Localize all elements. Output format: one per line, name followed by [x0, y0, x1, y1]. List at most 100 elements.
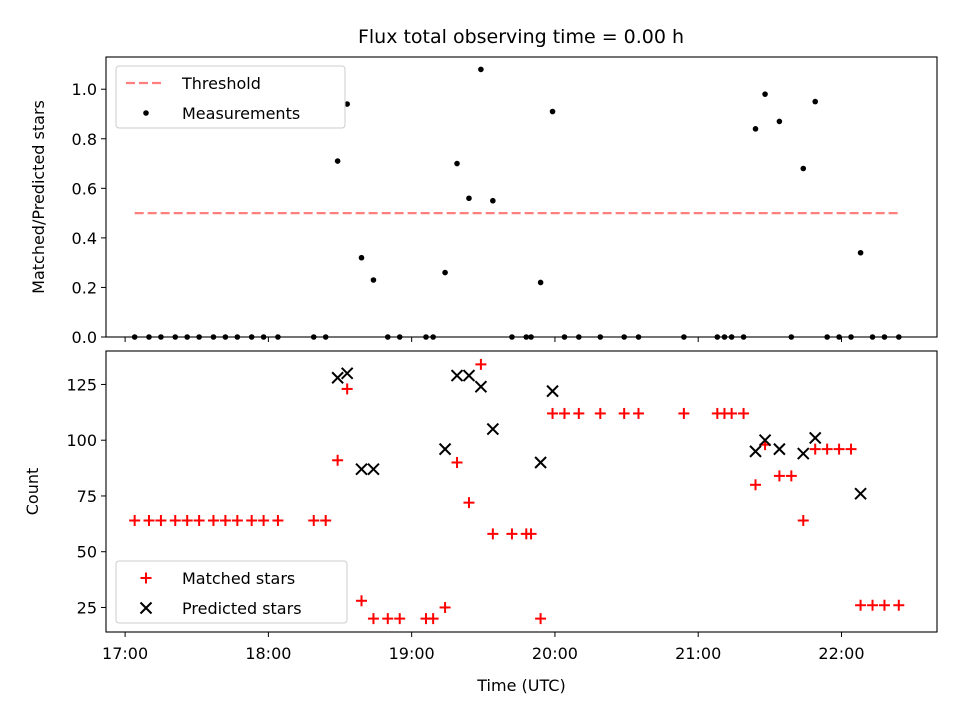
matched-star-point [809, 443, 821, 455]
matched-star-point [394, 613, 406, 625]
measurement-point [714, 334, 721, 340]
matched-star-point [487, 528, 499, 540]
matched-star-point [332, 454, 344, 466]
measurement-point [490, 197, 496, 204]
y-tick-label: 25 [77, 598, 97, 617]
matched-star-point [367, 613, 379, 625]
measurement-point [528, 334, 534, 340]
axes-frame [105, 56, 938, 338]
measurement-point [635, 334, 642, 340]
matched-star-point [618, 407, 630, 419]
legend-label: Measurements [182, 104, 300, 123]
matched-star-point [573, 407, 585, 419]
predicted-star-point [474, 380, 488, 393]
legend-swatch [139, 601, 153, 615]
measurement-point [857, 249, 864, 256]
matched-star-point [341, 383, 353, 395]
measurement-point [776, 118, 783, 125]
predicted-star-point [809, 431, 822, 445]
predicted-star-point [546, 384, 559, 398]
measurement-point [478, 66, 484, 73]
matched-star-point [356, 595, 368, 607]
measurement-point [423, 334, 429, 340]
matched-star-point [878, 599, 890, 611]
count-panel: 25 50 75 100 125 17:00 18:00 19:00 20:00 21:00 22:… [23, 350, 938, 695]
matched-star-point [219, 514, 231, 526]
matched-star-point [726, 407, 738, 419]
measurement-point [358, 254, 365, 261]
measurement-point [334, 158, 341, 164]
axes-frame [105, 350, 938, 633]
measurement-point [895, 334, 902, 340]
measurement-point [131, 334, 138, 340]
measurement-point [721, 334, 728, 340]
measurement-point [788, 334, 795, 340]
measurement-point [172, 334, 179, 340]
matched-star-point [451, 457, 463, 469]
y-tick-label: 75 [77, 487, 97, 506]
x-tick-label: 20:00 [532, 644, 578, 663]
matched-star-point [893, 599, 905, 611]
predicted-star-point [340, 367, 354, 380]
matched-star-point [867, 599, 879, 611]
y-tick-label: 50 [77, 543, 97, 562]
measurement-point [158, 334, 164, 340]
measurement-point [370, 277, 377, 283]
predicted-star-point [758, 433, 772, 447]
predicted-star-point [773, 442, 786, 456]
measurement-point [222, 334, 229, 340]
matched-star-point [594, 407, 606, 419]
measurement-point [384, 334, 391, 340]
measurement-point [310, 334, 317, 340]
legend: Threshold Measurements [115, 65, 346, 129]
predicted-star-point [355, 462, 368, 476]
matched-star-point [525, 528, 537, 540]
measurement-point [196, 334, 202, 340]
measurement-point [275, 334, 281, 340]
matched-star-point [427, 613, 439, 625]
matched-star-point [855, 599, 867, 611]
measurement-point [881, 334, 888, 340]
measurement-point [621, 334, 627, 340]
y-tick-label: 0.4 [72, 229, 97, 248]
matched-star-point [821, 443, 833, 455]
measurement-point [576, 334, 582, 340]
matched-star-point [633, 407, 645, 419]
matched-star-point [439, 601, 451, 613]
y-tick-label: 0.2 [72, 278, 97, 297]
y-axis-label: Count [23, 468, 42, 516]
matched-star-point [272, 514, 284, 526]
measurement-point [523, 334, 530, 340]
matched-star-point [773, 470, 785, 482]
matched-star-point [738, 407, 750, 419]
measurement-point [812, 98, 819, 105]
matched-star-point [308, 514, 320, 526]
matched-star-point [678, 407, 690, 419]
legend-label: Matched stars [182, 569, 295, 588]
y-tick-label: 0.8 [72, 130, 97, 149]
matched-star-point [845, 443, 857, 455]
matched-star-point [320, 514, 332, 526]
matched-star-point [475, 358, 487, 370]
measurement-point [800, 165, 807, 172]
legend-label: Threshold [181, 74, 261, 93]
predicted-star-point [450, 369, 464, 382]
measurement-point [509, 334, 515, 340]
measurement-point [728, 334, 735, 340]
matched-star-point [547, 407, 559, 419]
measurement-point [549, 108, 556, 115]
predicted-star-point [367, 462, 380, 476]
predicted-star-point [438, 442, 452, 456]
measurement-point [537, 279, 544, 286]
measurement-point [824, 334, 830, 340]
predicted-star-point [486, 422, 500, 436]
predicted-star-point [749, 445, 762, 458]
matched-star-point [506, 528, 518, 540]
measurement-point [210, 334, 217, 340]
measurement-point [146, 334, 152, 340]
matched-star-point [833, 443, 845, 455]
measurement-point [454, 160, 460, 167]
x-tick-label: 21:00 [675, 644, 721, 663]
measurement-point [322, 334, 329, 340]
y-tick-label: 1.0 [72, 80, 97, 99]
